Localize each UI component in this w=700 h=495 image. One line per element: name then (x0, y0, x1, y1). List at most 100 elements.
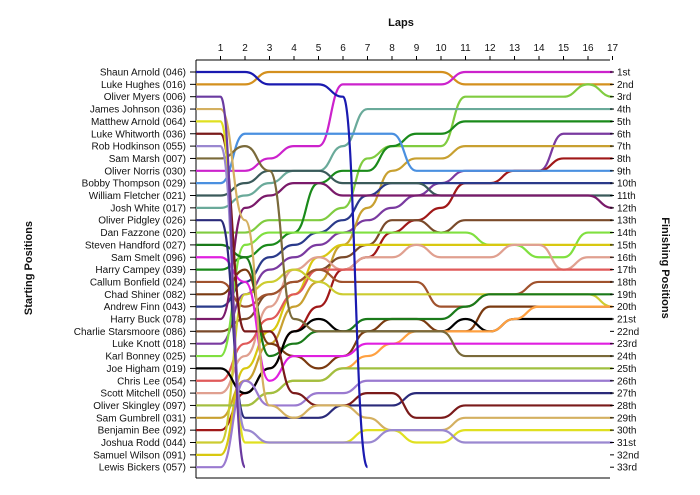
start-position-label: Oliver Pidgley (026) (98, 216, 186, 227)
x-tick-label: 6 (340, 43, 346, 54)
series-line-3 (196, 107, 613, 209)
start-position-label: Benjamin Bee (092) (98, 426, 186, 437)
start-position-label: William Fletcher (021) (89, 191, 186, 202)
finish-position-label: 20th (617, 302, 636, 313)
x-tick-label: 13 (509, 43, 521, 54)
start-position-label: Chris Lee (054) (117, 376, 186, 387)
finish-position-label: 31st (617, 438, 636, 449)
series-line-24 (196, 145, 613, 358)
start-position-label: Sam Gumbrell (031) (96, 413, 186, 424)
start-position-label: Rob Hodkinson (055) (92, 142, 187, 153)
left-axis-title: Starting Positions (23, 221, 35, 315)
x-tick-label: 4 (291, 43, 297, 54)
right-axis-title: Finishing Positions (659, 217, 671, 318)
series-line-0 (196, 70, 613, 86)
finish-position-label: 33rd (617, 463, 637, 474)
start-position-label: Chad Shiner (082) (104, 290, 186, 301)
x-tick-label: 10 (435, 43, 447, 54)
finish-position-label: 23rd (617, 339, 637, 350)
series-line-23 (196, 256, 613, 382)
start-position-label: Shaun Arnold (046) (100, 68, 186, 79)
start-position-label: Luke Knott (018) (112, 339, 186, 350)
start-position-label: Bobby Thompson (029) (82, 179, 186, 190)
finish-position-label: 28th (617, 401, 636, 412)
finish-position-label: 5th (617, 117, 631, 128)
start-position-label: Lewis Bickers (057) (99, 463, 186, 474)
x-tick-label: 9 (414, 43, 420, 54)
x-tick-label: 5 (316, 43, 322, 54)
start-position-label: Joshua Rodd (044) (101, 438, 186, 449)
series-line-1 (196, 70, 613, 172)
series-line-20 (196, 243, 613, 358)
finish-position-label: 26th (617, 376, 636, 387)
x-axis-title: Laps (388, 17, 414, 29)
finish-position-label: 14th (617, 228, 636, 239)
start-position-label: Charlie Starsmoore (086) (74, 327, 186, 338)
series-line-26 (196, 379, 613, 469)
finish-position-label: 27th (617, 389, 636, 400)
finish-position-label: 30th (617, 426, 636, 437)
finish-position-label: 7th (617, 142, 631, 153)
start-position-label: Scott Mitchell (050) (100, 389, 186, 400)
start-position-label: Steven Handford (027) (85, 240, 186, 251)
x-tick-label: 1 (218, 43, 224, 54)
x-tick-label: 7 (365, 43, 371, 54)
series-line-2 (196, 83, 613, 234)
start-position-label: Josh White (017) (110, 203, 186, 214)
finish-position-label: 1st (617, 68, 631, 79)
start-position-label: Luke Whitworth (036) (91, 129, 186, 140)
finish-position-label: 17th (617, 265, 636, 276)
x-tick-label: 15 (558, 43, 570, 54)
start-position-label: Callum Bonfield (024) (90, 277, 186, 288)
series-line-32 (196, 70, 369, 469)
finish-position-label: 25th (617, 364, 636, 375)
series-line-4 (196, 120, 613, 271)
start-position-label: Sam Marsh (007) (109, 154, 186, 165)
start-position-label: Andrew Finn (043) (104, 302, 186, 313)
series-line-31 (196, 145, 613, 444)
finish-position-label: 3rd (617, 92, 631, 103)
x-tick-label: 17 (607, 43, 619, 54)
x-tick-label: 11 (460, 43, 471, 54)
start-position-label: Sam Smelt (096) (111, 253, 186, 264)
finish-position-label: 10th (617, 179, 636, 190)
series-line-11 (196, 182, 613, 321)
finish-position-label: 15th (617, 240, 636, 251)
finish-position-label: 29th (617, 413, 636, 424)
start-position-label: Matthew Arnold (064) (91, 117, 186, 128)
start-position-label: Harry Campey (039) (95, 265, 186, 276)
series-line-13 (196, 231, 613, 358)
finish-position-label: 24th (617, 352, 636, 363)
finish-position-label: 19th (617, 290, 636, 301)
start-position-label: Joe Higham (019) (107, 364, 186, 375)
series-line-6 (196, 145, 613, 419)
finish-position-label: 6th (617, 129, 631, 140)
series-line-30 (196, 120, 613, 444)
finish-position-label: 12th (617, 203, 636, 214)
start-position-label: Harry Buck (078) (110, 315, 186, 326)
finish-position-label: 13th (617, 216, 636, 227)
series-line-27 (196, 219, 613, 419)
x-tick-label: 2 (242, 43, 248, 54)
start-position-label: James Johnson (036) (90, 105, 186, 116)
series-line-25 (196, 367, 613, 407)
start-position-label: Samuel Wilson (091) (93, 450, 186, 461)
finish-position-label: 22nd (617, 327, 639, 338)
x-tick-label: 14 (533, 43, 545, 54)
series-line-8 (196, 132, 613, 185)
finish-position-label: 9th (617, 166, 631, 177)
start-position-label: Oliver Norris (030) (104, 166, 186, 177)
start-position-label: Luke Hughes (016) (101, 80, 186, 91)
finish-position-label: 32nd (617, 450, 639, 461)
finish-position-label: 21st (617, 315, 636, 326)
x-tick-label: 16 (582, 43, 594, 54)
series-line-17 (196, 268, 613, 308)
finish-position-label: 16th (617, 253, 636, 264)
start-position-label: Dan Fazzone (020) (100, 228, 186, 239)
x-tick-label: 8 (389, 43, 395, 54)
finish-position-label: 18th (617, 277, 636, 288)
finish-position-label: 2nd (617, 80, 634, 91)
finish-position-label: 8th (617, 154, 631, 165)
start-position-label: Oliver Skingley (097) (93, 401, 186, 412)
